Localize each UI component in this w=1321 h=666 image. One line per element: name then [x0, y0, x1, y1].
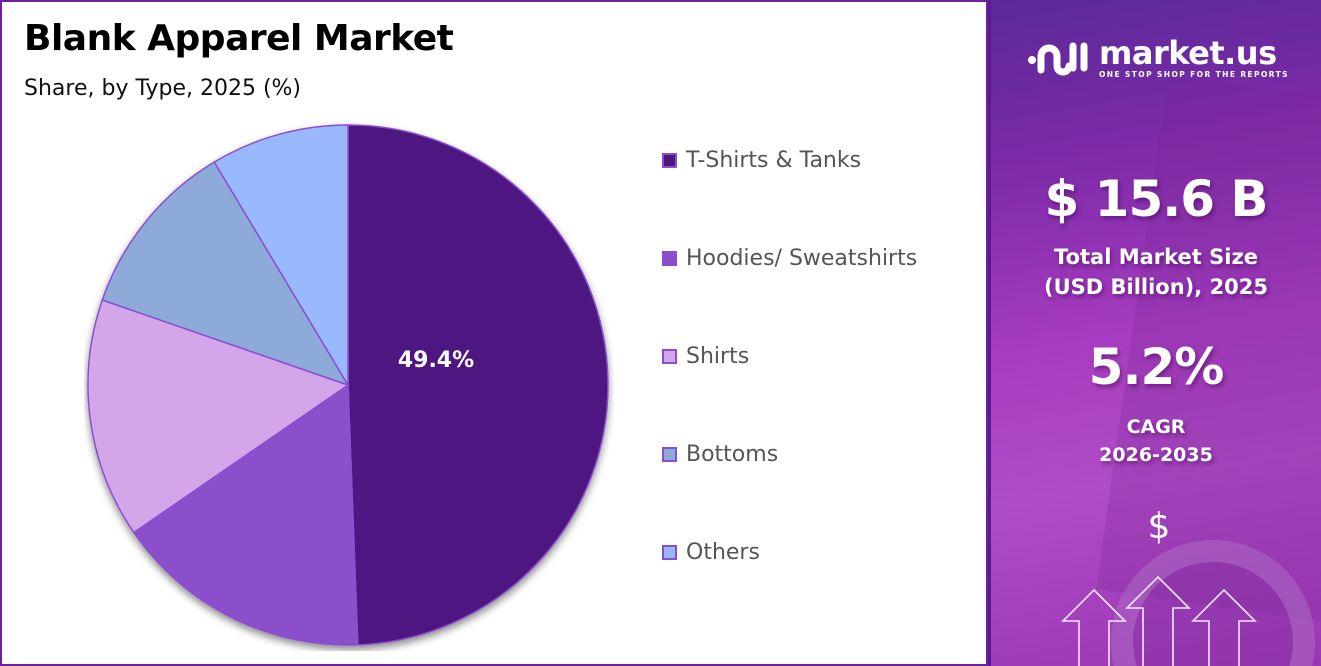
pie-slice-others — [213, 124, 349, 388]
growth-arrows-icon: $ — [1061, 506, 1257, 666]
legend-label: Others — [686, 540, 760, 565]
market-size-label: Total Market Size (USD Billion), 2025 — [991, 242, 1321, 302]
chart-panel: Blank Apparel Market Share, by Type, 202… — [0, 0, 988, 666]
cagr-label: CAGR 2026-2035 — [991, 413, 1321, 469]
pie-chart: 49.4% — [87, 124, 609, 646]
brand-name: market.us — [1099, 33, 1277, 72]
legend-swatch — [662, 545, 677, 560]
legend-swatch — [662, 251, 677, 266]
market-size-label-line2: (USD Billion), 2025 — [1043, 275, 1269, 299]
legend-swatch — [662, 349, 677, 364]
legend-item-shirts: Shirts — [662, 344, 749, 369]
pie-slice-hoodies-sweatshirts — [132, 383, 359, 646]
legend-item-hoodies-sweatshirts: Hoodies/ Sweatshirts — [662, 246, 917, 271]
pie-slice-label: 49.4% — [398, 348, 474, 373]
pie-slice-shirts — [87, 299, 350, 534]
pie-slice-bottoms — [101, 161, 350, 387]
legend-label: Shirts — [686, 344, 750, 369]
legend-label: T-Shirts & Tanks — [686, 148, 862, 173]
legend-swatch — [662, 447, 677, 462]
brand-logo: market.us ONE STOP SHOP FOR THE REPORTS — [1027, 36, 1289, 80]
brand-tagline: ONE STOP SHOP FOR THE REPORTS — [1099, 69, 1289, 79]
legend-item-others: Others — [662, 540, 760, 565]
legend-swatch — [662, 153, 677, 168]
legend-item-bottoms: Bottoms — [662, 442, 778, 467]
chart-subtitle: Share, by Type, 2025 (%) — [24, 76, 302, 101]
pie-slices — [87, 124, 609, 646]
legend-item-tshirts-tanks: T-Shirts & Tanks — [662, 148, 861, 173]
cagr-label-line1: CAGR — [1126, 416, 1186, 438]
summary-panel: market.us ONE STOP SHOP FOR THE REPORTS … — [988, 0, 1321, 666]
dollar-icon: $ — [1148, 506, 1171, 547]
pie-slice-tshirts-tanks — [347, 124, 609, 646]
cagr-label-line2: 2026-2035 — [1099, 444, 1213, 466]
chart-title: Blank Apparel Market — [24, 18, 454, 59]
market-size-label-line1: Total Market Size — [1054, 245, 1258, 269]
legend-label: Hoodies/ Sweatshirts — [686, 246, 918, 271]
market-size-value: $ 15.6 B — [1044, 170, 1268, 228]
legend-label: Bottoms — [686, 442, 779, 467]
cagr-value: 5.2% — [1088, 338, 1225, 396]
market-us-logo-icon — [1028, 42, 1088, 76]
